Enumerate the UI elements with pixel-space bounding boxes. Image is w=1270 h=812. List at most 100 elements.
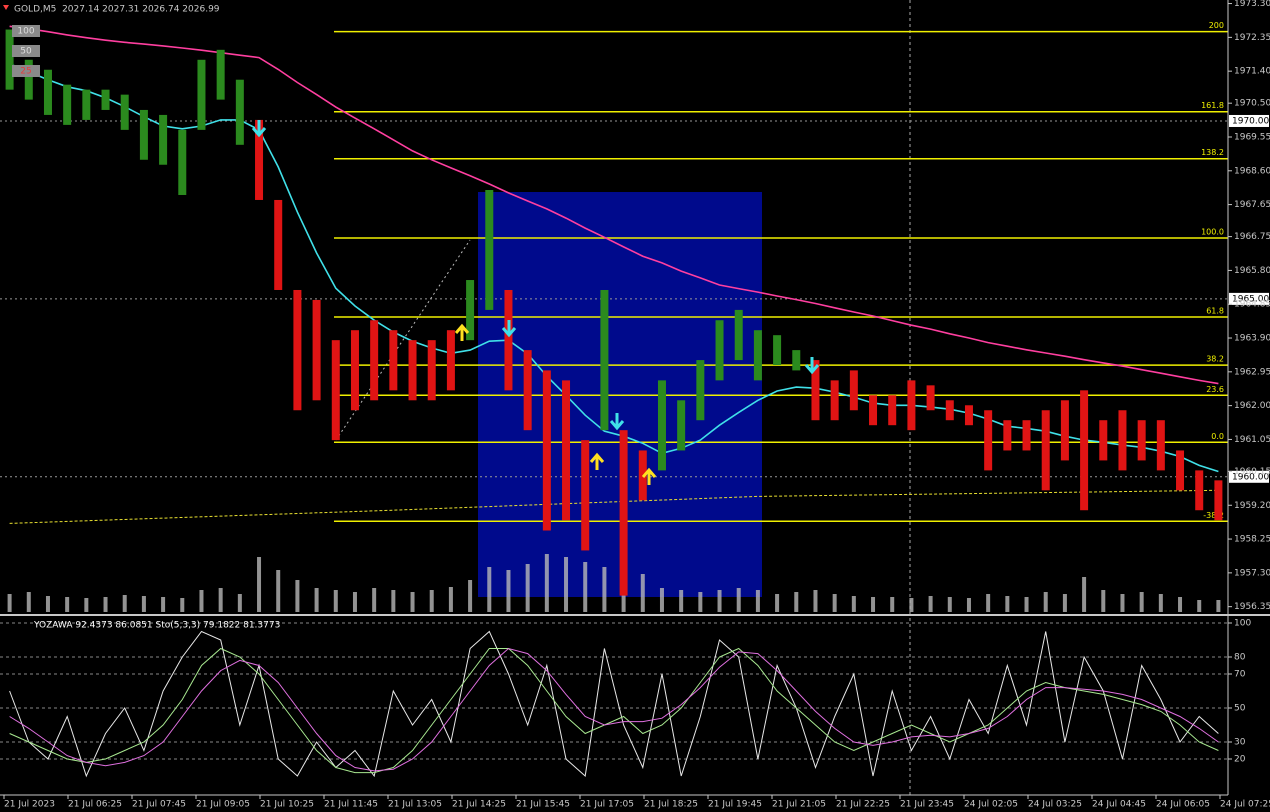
price-bar [1003, 420, 1012, 451]
volume-bar [26, 592, 31, 612]
volume-bar [1158, 594, 1163, 612]
price-bar [657, 380, 666, 471]
plot-layer: 200 161.8 138.2 100.0 61.8 38.2 23.6 0.0 -38.2 [0, 21, 1228, 778]
fib-label: -38.2 [1203, 511, 1224, 520]
volume-bar [448, 587, 453, 612]
x-tick-label: 21 Jul 17:05 [580, 800, 634, 810]
price-box [1229, 470, 1269, 483]
y-tick-label: 1958.25 [1234, 535, 1270, 545]
volume-bar [1139, 592, 1144, 612]
price-bar [1118, 410, 1127, 471]
y-tick-label: 1959.20 [1234, 501, 1270, 511]
oscillator-title: YOZAWA 92.4373 86.0851 Sto(5,3,3) 79.182… [33, 621, 280, 631]
volume-bar [372, 588, 377, 612]
y-tick-label: 20 [1234, 755, 1246, 765]
volume-bar [564, 557, 569, 612]
price-bar [600, 289, 609, 431]
volume-bar [794, 592, 799, 612]
volume-bar [544, 554, 549, 612]
volume-bar [640, 574, 645, 612]
buy-arrow [641, 467, 657, 485]
volume-bar [813, 590, 818, 612]
x-tick-label: 24 Jul 04:45 [1092, 800, 1146, 810]
fib-label: 138.2 [1201, 148, 1224, 157]
volume-bar [1178, 597, 1183, 612]
y-tick-label: 1963.90 [1234, 334, 1270, 344]
price-bar [504, 289, 513, 391]
price-bar [82, 89, 91, 120]
volume-bar [602, 567, 607, 612]
price-bar [753, 330, 762, 381]
price-bar [408, 340, 417, 401]
price-bar [1099, 420, 1108, 461]
price-bar [293, 289, 302, 411]
y-tick-label: 1972.35 [1234, 33, 1270, 43]
oscillator-line [9, 647, 1219, 774]
price-bar [24, 59, 33, 100]
y-tick-label: 1967.65 [1234, 200, 1270, 210]
y-tick-label: 70 [1234, 670, 1246, 680]
fib-label: 200 [1209, 21, 1224, 30]
y-tick-label: 1968.60 [1234, 166, 1270, 176]
price-bar [1080, 390, 1089, 511]
price-bar [1195, 470, 1204, 511]
x-tick-label: 21 Jul 2023 [4, 800, 55, 810]
price-bar [715, 320, 724, 381]
price-bar [1156, 420, 1165, 471]
zoom-button-label[interactable]: 25 [20, 67, 31, 77]
x-tick-label: 21 Jul 14:25 [452, 800, 506, 810]
zoom-button[interactable] [12, 45, 40, 57]
price-bar [830, 380, 839, 421]
zoom-button-label[interactable]: 100 [17, 27, 34, 37]
x-tick-label: 21 Jul 23:45 [900, 800, 954, 810]
moving-average [9, 489, 1219, 524]
zoom-button-label[interactable]: 50 [20, 47, 32, 57]
price-bar [350, 330, 359, 411]
fib-label: 38.2 [1206, 355, 1224, 364]
volume-bar [928, 596, 933, 612]
fib-label: 0.0 [1211, 432, 1224, 441]
volume-bar [698, 592, 703, 612]
zoom-button[interactable] [12, 65, 40, 77]
price-bar [5, 29, 14, 90]
price-bar [43, 69, 52, 115]
oscillator-line [9, 647, 1219, 772]
price-bar [178, 129, 187, 195]
x-tick-label: 24 Jul 03:25 [1028, 800, 1082, 810]
volume-bar [986, 594, 991, 612]
price-bar [907, 380, 916, 431]
x-tick-label: 21 Jul 21:05 [772, 800, 826, 810]
volume-bar [84, 598, 89, 612]
volume-bar [1197, 600, 1202, 612]
volume-bar [890, 597, 895, 612]
volume-bar [755, 590, 760, 612]
x-tick-label: 21 Jul 11:45 [324, 800, 378, 810]
volume-bar [1216, 600, 1221, 612]
volume-bar [180, 598, 185, 612]
volume-bar [276, 570, 281, 612]
price-box [1229, 292, 1269, 305]
volume-bar [237, 594, 242, 612]
price-bar [542, 370, 551, 531]
y-tick-label: 30 [1234, 738, 1246, 748]
volume-bar [775, 594, 780, 612]
y-tick-label: 1973.30 [1234, 0, 1270, 9]
volume-bar [161, 597, 166, 612]
x-tick-label: 21 Jul 06:25 [68, 800, 122, 810]
volume-bar [506, 570, 511, 612]
volume-bar [141, 596, 146, 612]
symbol-marker [3, 5, 9, 10]
x-tick-label: 21 Jul 10:25 [260, 800, 314, 810]
volume-bar [103, 597, 108, 612]
zoom-button[interactable] [12, 25, 40, 37]
price-bar [274, 199, 283, 290]
volume-bar [122, 595, 127, 612]
price-bar [677, 400, 686, 451]
price-bar [312, 299, 321, 401]
price-bar [945, 400, 954, 421]
y-tick-label: 1970.50 [1234, 99, 1270, 109]
x-tick-label: 24 Jul 06:05 [1156, 800, 1210, 810]
volume-bar [947, 597, 952, 612]
x-tick-label: 21 Jul 07:45 [132, 800, 186, 810]
